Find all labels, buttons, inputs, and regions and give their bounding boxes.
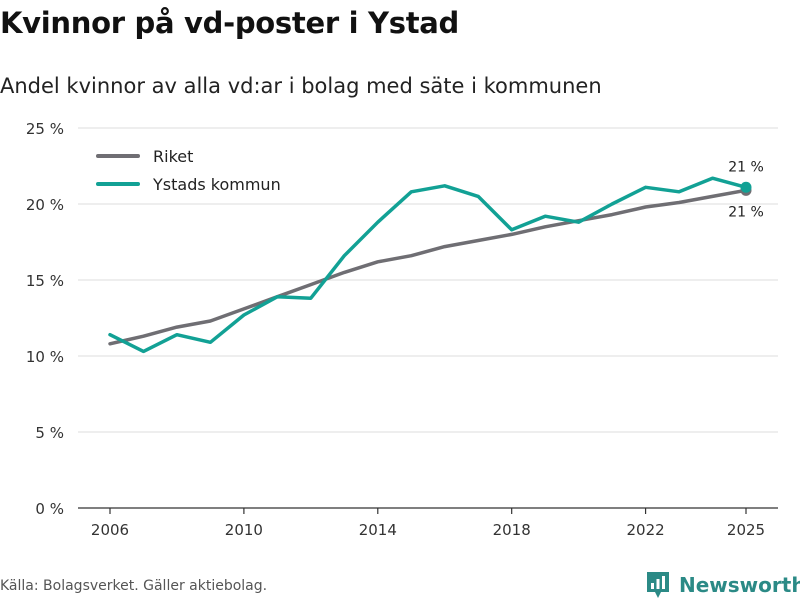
series-line-riket: [108, 188, 748, 346]
y-tick-label: 5 %: [35, 424, 64, 442]
brand-name: Newsworthy: [679, 573, 800, 597]
x-tick-label: 2006: [91, 521, 129, 539]
y-tick-label: 15 %: [26, 272, 64, 290]
x-tick-label: 2025: [727, 521, 765, 539]
series-line-ystad: [108, 176, 748, 354]
bar-chart-logo-icon: [647, 572, 669, 598]
source-note: Källa: Bolagsverket. Gäller aktiebolag.: [0, 578, 268, 594]
legend-label: Riket: [153, 147, 193, 166]
y-tick-label: 10 %: [26, 348, 64, 366]
legend-label: Ystads kommun: [152, 175, 281, 194]
end-value-label: 21 %: [728, 159, 764, 175]
x-tick-label: 2014: [359, 521, 397, 539]
end-marker-ystad: [740, 181, 752, 193]
x-tick-label: 2022: [626, 521, 664, 539]
y-tick-label: 20 %: [26, 196, 64, 214]
y-tick-label: 0 %: [35, 500, 64, 518]
end-value-label: 21 %: [728, 204, 764, 220]
x-tick-label: 2010: [225, 521, 263, 539]
brand-logo: Newsworthy: [645, 570, 800, 600]
chart-subtitle: Andel kvinnor av alla vd:ar i bolag med …: [0, 74, 602, 98]
x-tick-label: 2018: [493, 521, 531, 539]
chart-title: Kvinnor på vd-poster i Ystad: [0, 6, 460, 40]
y-tick-label: 25 %: [26, 120, 64, 138]
